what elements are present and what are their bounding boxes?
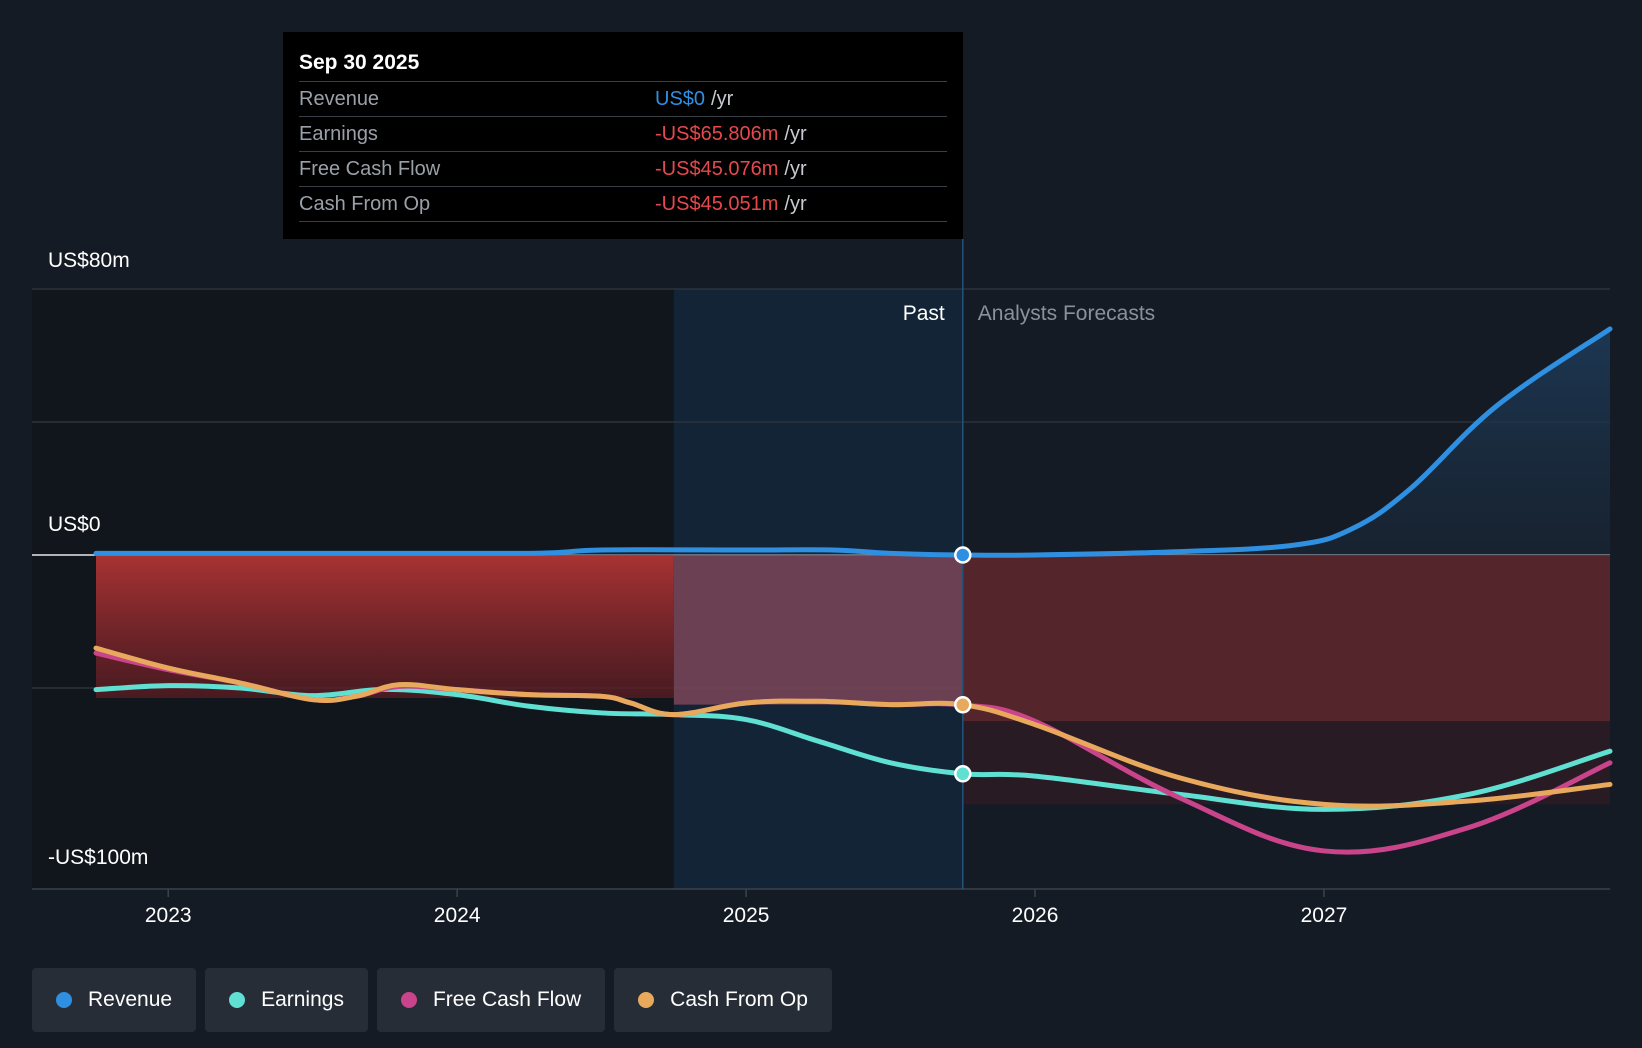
tooltip-value: -US$45.051m bbox=[655, 193, 779, 215]
legend-item-earnings[interactable]: Earnings bbox=[205, 968, 368, 1032]
legend-label: Free Cash Flow bbox=[432, 988, 582, 1011]
x-tick-label: 2025 bbox=[723, 904, 770, 927]
marker-cash-from-op bbox=[954, 696, 972, 714]
tooltip-value: -US$65.806m bbox=[655, 123, 779, 145]
tooltip-label: Free Cash Flow bbox=[299, 158, 441, 180]
x-tick-label: 2027 bbox=[1301, 904, 1348, 927]
series-line-cash-from-op bbox=[93, 645, 1613, 809]
legend-item-free-cash-flow[interactable]: Free Cash Flow bbox=[376, 968, 606, 1032]
tooltip-label: Cash From Op bbox=[299, 193, 431, 215]
revenue-area bbox=[96, 328, 1610, 556]
axis-labels: US$80m US$0 -US$100m 2023 2024 2025 2026 2027 bbox=[48, 249, 1347, 927]
tooltip-label: Earnings bbox=[299, 123, 378, 145]
hover-markers bbox=[954, 546, 972, 783]
x-tick-label: 2023 bbox=[145, 904, 192, 927]
tooltip-row-revenue: Revenue US$0 /yr bbox=[299, 81, 947, 116]
tooltip-unit: /yr bbox=[784, 123, 807, 145]
y-axis-label: US$80m bbox=[48, 249, 130, 272]
free-cash-flow-dot-icon bbox=[400, 992, 417, 1008]
legend-label: Revenue bbox=[88, 988, 173, 1011]
cash-from-op-dot-icon bbox=[638, 992, 655, 1008]
negative-area-forecast-lower bbox=[962, 721, 1610, 805]
series-lines bbox=[93, 326, 1613, 855]
y-axis-label: US$0 bbox=[48, 513, 101, 536]
legend-item-revenue[interactable]: Revenue bbox=[32, 968, 197, 1032]
tooltip-value: US$0 bbox=[655, 88, 706, 110]
tooltip-row-earnings: Earnings -US$65.806m /yr bbox=[299, 116, 947, 151]
forecast-label: Analysts Forecasts bbox=[978, 302, 1155, 325]
series-line-earnings bbox=[93, 683, 1613, 812]
x-tick-label: 2024 bbox=[434, 904, 481, 927]
negative-area-forecast bbox=[962, 555, 1610, 722]
y-axis-label: -US$100m bbox=[48, 846, 148, 869]
legend-item-cash-from-op[interactable]: Cash From Op bbox=[614, 968, 832, 1032]
tooltip-value: -US$45.076m bbox=[655, 158, 779, 180]
negative-area-past bbox=[96, 555, 674, 698]
tooltip-unit: /yr bbox=[784, 193, 807, 215]
area-fills bbox=[96, 328, 1610, 805]
tooltip-label: Revenue bbox=[299, 88, 380, 110]
tooltip: Sep 30 2025 Revenue US$0 /yr Earnings -U… bbox=[283, 32, 963, 239]
chart-area: US$80m US$0 -US$100m 2023 2024 2025 2026 2027 P… bbox=[32, 239, 1613, 927]
marker-earnings bbox=[954, 765, 972, 783]
revenue-dot-icon bbox=[56, 992, 72, 1008]
tooltip-unit: /yr bbox=[711, 88, 734, 110]
marker-revenue bbox=[954, 546, 972, 564]
earnings-dot-icon bbox=[229, 992, 246, 1008]
tooltip-row-cash-from-op: Cash From Op -US$45.051m /yr bbox=[299, 186, 947, 222]
legend-label: Earnings bbox=[261, 988, 344, 1011]
past-label: Past bbox=[903, 302, 945, 325]
x-tick-label: 2026 bbox=[1012, 904, 1059, 927]
legend-label: Cash From Op bbox=[670, 988, 808, 1011]
series-line-revenue bbox=[93, 326, 1613, 558]
tooltip-row-free-cash-flow: Free Cash Flow -US$45.076m /yr bbox=[299, 151, 947, 186]
negative-area-highlight bbox=[673, 555, 963, 705]
tooltip-unit: /yr bbox=[784, 158, 807, 180]
legend: Revenue Earnings Free Cash Flow Cash Fro… bbox=[32, 968, 832, 1032]
tooltip-date: Sep 30 2025 bbox=[299, 51, 420, 74]
